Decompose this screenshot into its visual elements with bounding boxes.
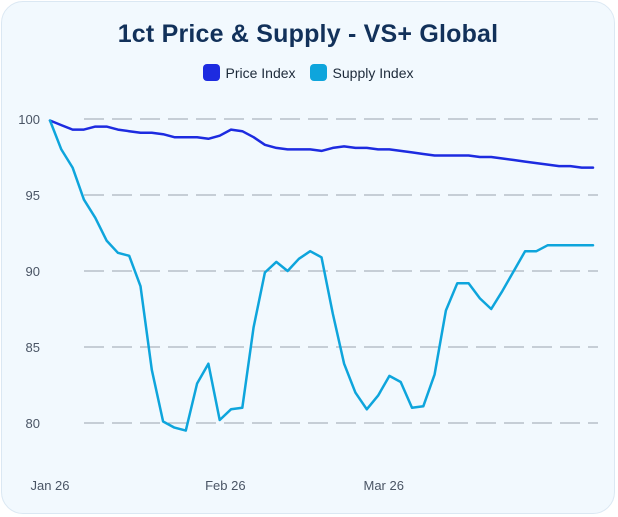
legend-item-supply[interactable]: Supply Index — [309, 64, 414, 81]
chart-title: 1ct Price & Supply - VS+ Global — [117, 20, 499, 48]
legend: Price Index Supply Index — [0, 64, 616, 81]
x-axis: Jan 26 Feb 26 Mar 26 — [30, 478, 403, 493]
series-line-price-index[interactable] — [48, 119, 595, 169]
y-tick-label: 100 — [18, 112, 40, 127]
y-tick-label: 80 — [26, 416, 40, 431]
legend-label-supply: Supply Index — [332, 64, 414, 81]
y-tick-label: 90 — [26, 264, 40, 279]
y-axis: 80 85 90 95 100 — [18, 112, 40, 431]
x-tick-label: Jan 26 — [30, 478, 69, 493]
x-tick-label: Feb 26 — [205, 478, 245, 493]
x-tick-label: Mar 26 — [363, 478, 403, 493]
legend-swatch-supply — [309, 64, 327, 81]
legend-item-price[interactable]: Price Index — [202, 64, 296, 81]
y-tick-label: 95 — [26, 188, 40, 203]
grid-lines — [84, 118, 598, 424]
legend-label-price: Price Index — [225, 64, 296, 81]
series-line-supply-index[interactable] — [48, 119, 595, 432]
legend-swatch-price — [202, 64, 220, 81]
y-tick-label: 85 — [26, 340, 40, 355]
series-lines — [48, 119, 595, 432]
